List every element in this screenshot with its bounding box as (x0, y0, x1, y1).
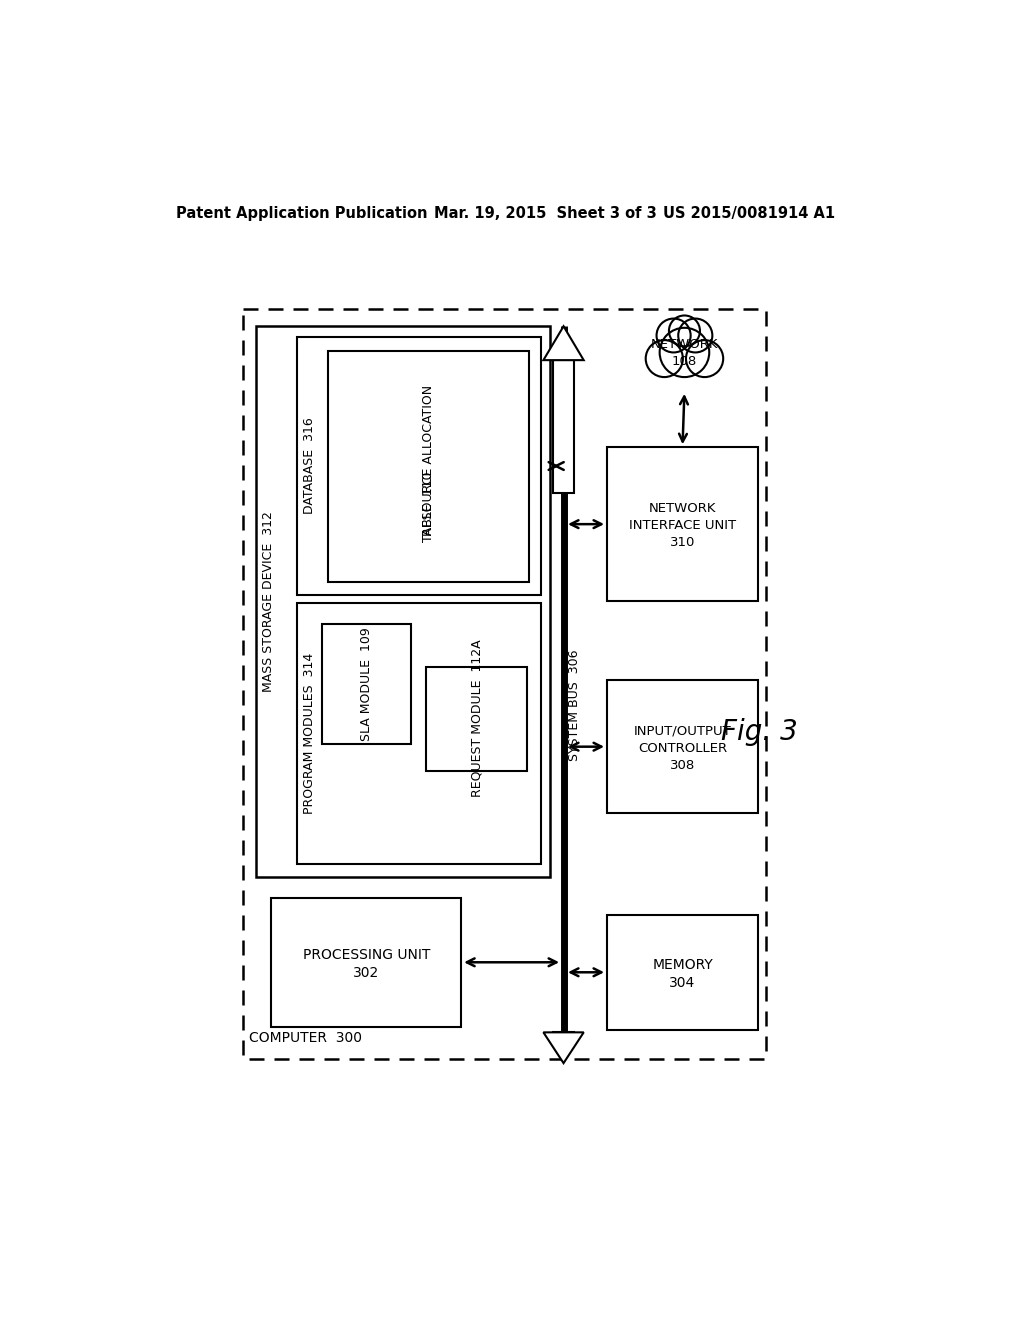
Bar (256, 326, 550, 876)
Text: 108: 108 (672, 355, 697, 368)
Polygon shape (544, 326, 584, 360)
Text: 308: 308 (670, 759, 695, 772)
Text: TABLE  110: TABLE 110 (422, 471, 435, 541)
Text: REQUEST MODULE  112A: REQUEST MODULE 112A (470, 640, 483, 797)
Text: DATABASE  316: DATABASE 316 (303, 417, 315, 515)
Bar (607, 447, 758, 601)
Circle shape (686, 341, 723, 378)
Text: Patent Application Publication: Patent Application Publication (176, 206, 428, 222)
Text: 310: 310 (670, 536, 695, 549)
Circle shape (669, 315, 700, 346)
Bar (297, 337, 541, 595)
Text: INPUT/OUTPUT: INPUT/OUTPUT (634, 725, 731, 738)
Bar (297, 603, 541, 863)
Bar (553, 360, 574, 494)
Text: MEMORY: MEMORY (652, 957, 713, 972)
Circle shape (678, 318, 713, 352)
Text: PROGRAM MODULES  314: PROGRAM MODULES 314 (303, 653, 315, 814)
Text: Mar. 19, 2015  Sheet 3 of 3: Mar. 19, 2015 Sheet 3 of 3 (434, 206, 656, 222)
Circle shape (646, 341, 683, 378)
Text: SLA MODULE  109: SLA MODULE 109 (359, 627, 373, 741)
Bar (426, 667, 527, 771)
Text: Fig. 3: Fig. 3 (721, 718, 798, 746)
Text: RESOURCE ALLOCATION: RESOURCE ALLOCATION (422, 384, 435, 536)
Circle shape (659, 327, 710, 378)
Bar (553, 1032, 574, 1035)
Text: 304: 304 (670, 975, 695, 990)
Bar (271, 898, 461, 1027)
Circle shape (656, 318, 690, 352)
Bar (322, 624, 411, 743)
Bar (607, 915, 758, 1030)
Text: CONTROLLER: CONTROLLER (638, 742, 727, 755)
Text: SYSTEM BUS  306: SYSTEM BUS 306 (568, 649, 581, 760)
Bar (328, 351, 529, 582)
Text: INTERFACE UNIT: INTERFACE UNIT (629, 519, 736, 532)
Text: NETWORK: NETWORK (649, 502, 716, 515)
Text: COMPUTER  300: COMPUTER 300 (249, 1031, 361, 1045)
Polygon shape (544, 1032, 584, 1063)
Text: US 2015/0081914 A1: US 2015/0081914 A1 (663, 206, 835, 222)
Text: PROCESSING UNIT: PROCESSING UNIT (303, 948, 430, 961)
Bar (607, 681, 758, 813)
Text: MASS STORAGE DEVICE  312: MASS STORAGE DEVICE 312 (262, 511, 274, 692)
Bar (243, 309, 766, 1059)
Text: NETWORK: NETWORK (650, 338, 718, 351)
Text: 302: 302 (353, 966, 380, 979)
